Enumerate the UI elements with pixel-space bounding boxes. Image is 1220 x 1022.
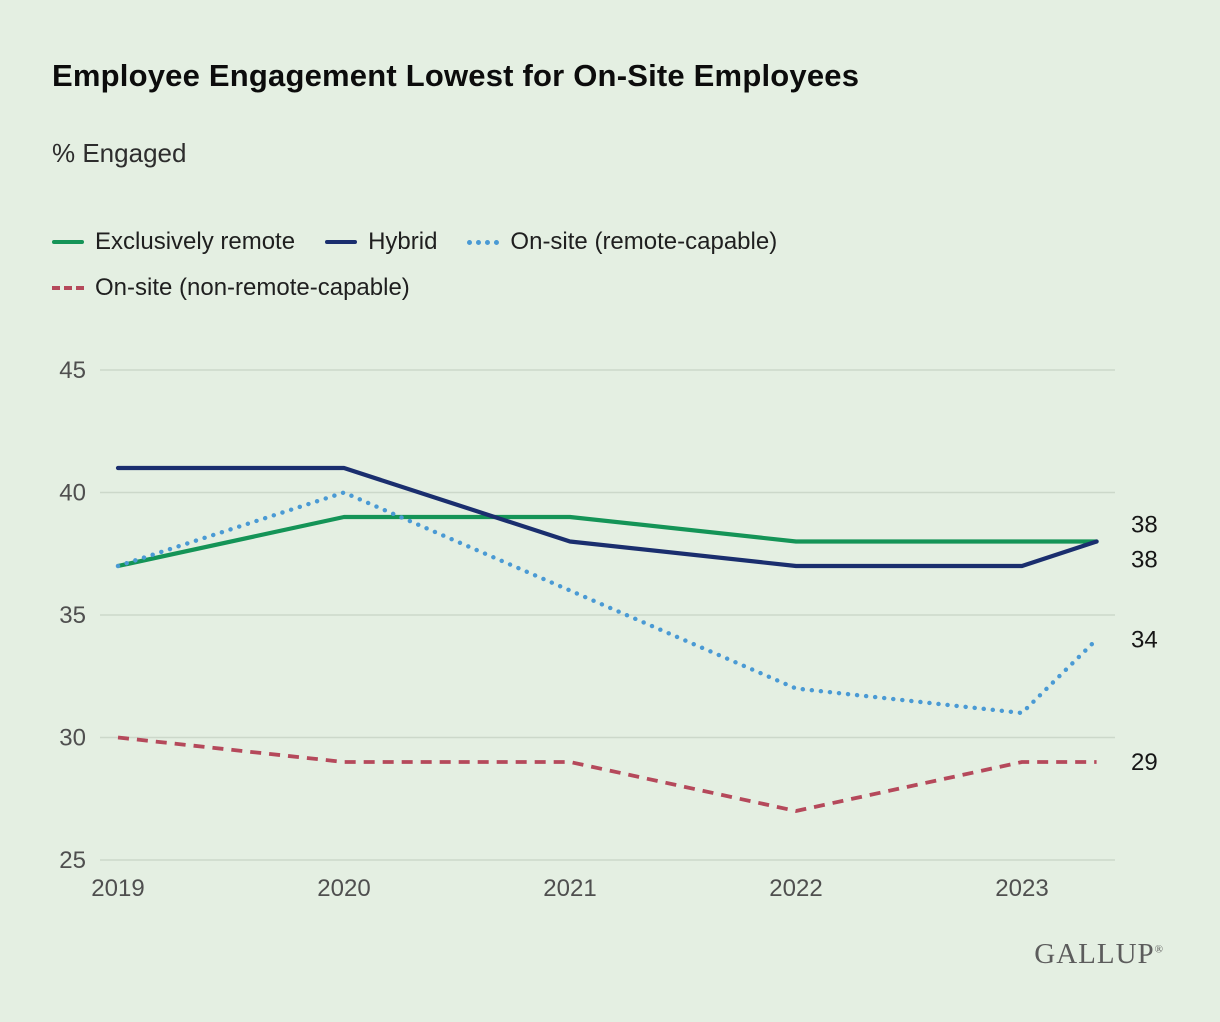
end-label-hybrid: 38 — [1131, 547, 1158, 574]
legend-item-1: Exclusively remote — [52, 226, 295, 258]
legend-item-2: Hybrid — [325, 226, 437, 258]
gallup-logo-text: GALLUP — [1034, 938, 1155, 970]
registered-mark: ® — [1154, 943, 1164, 956]
legend-label: On-site (non-remote-capable) — [95, 274, 410, 301]
y-tick-label: 35 — [59, 602, 86, 629]
legend-swatch-solid — [52, 240, 84, 244]
y-tick-label: 25 — [59, 847, 86, 874]
end-label-exclusively-remote: 38 — [1131, 512, 1158, 539]
chart-subtitle: % Engaged — [52, 138, 187, 168]
series-line-exclusively-remote — [115, 514, 1099, 569]
y-tick-label: 40 — [59, 480, 86, 507]
y-tick-label: 45 — [59, 357, 86, 384]
chart-area: 45 40 35 30 25 2019 2020 2021 2022 2023 38 38 34 29 — [0, 330, 1220, 930]
x-tick-label: 2022 — [769, 875, 822, 902]
x-tick-label: 2020 — [317, 875, 370, 902]
legend-label: Hybrid — [368, 228, 438, 255]
x-tick-label: 2023 — [995, 875, 1048, 902]
series-line-on-site-non-remote-capable — [117, 735, 1097, 813]
legend: Exclusively remote Hybrid On-site (remote-… — [52, 226, 892, 304]
end-label-on-site-remote-capable: 34 — [1131, 627, 1158, 654]
legend-item-3: On-site (remote-capable) — [467, 226, 777, 258]
legend-swatch-dashed — [52, 286, 84, 290]
end-label-on-site-non-remote-capable: 29 — [1131, 749, 1158, 776]
y-tick-label: 30 — [59, 725, 86, 752]
legend-item-4: On-site (non-remote-capable) — [52, 272, 410, 304]
legend-label: Exclusively remote — [95, 228, 296, 255]
gallup-logo: GALLUP® — [1034, 938, 1164, 971]
x-tick-label: 2021 — [543, 875, 596, 902]
legend-swatch-dotted — [467, 239, 500, 245]
legend-swatch-solid — [325, 240, 358, 244]
chart-title: Employee Engagement Lowest for On-Site E… — [52, 58, 860, 93]
series-line-hybrid — [115, 465, 1099, 569]
legend-label: On-site (remote-capable) — [510, 228, 778, 255]
series-line-on-site-remote-capable — [115, 490, 1099, 716]
x-tick-label: 2019 — [91, 875, 144, 902]
